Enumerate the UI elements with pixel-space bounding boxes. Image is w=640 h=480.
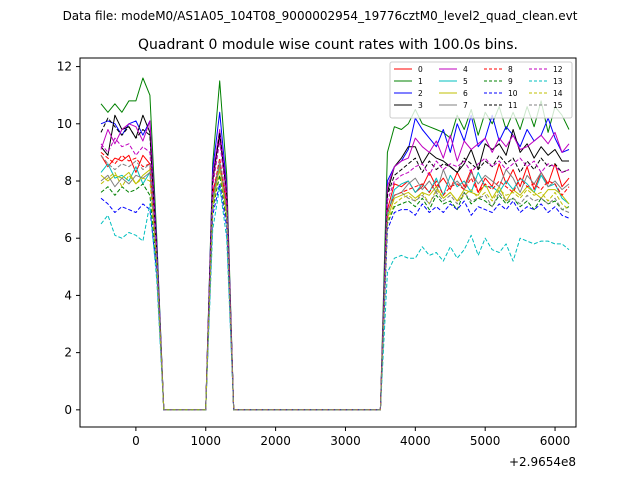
x-tick-label: 5000	[470, 434, 501, 448]
x-axis-offset-label: +2.9654e8	[509, 455, 576, 469]
series-line-12	[100, 137, 570, 411]
x-axis: 0 1000 2000 3000 4000 5000 6000	[132, 427, 570, 448]
series-line-7	[100, 163, 570, 411]
series-line-13	[100, 186, 570, 411]
y-axis: 0 2 4 6 8 10 12	[57, 60, 80, 417]
y-tick-label: 12	[57, 60, 72, 74]
series-line-11	[100, 117, 570, 411]
legend-label-11: 11	[508, 101, 518, 110]
legend-label-3: 3	[418, 101, 423, 110]
y-tick-label: 2	[64, 346, 72, 360]
y-tick-label: 4	[64, 288, 72, 302]
series-line-0	[100, 154, 570, 411]
series-line-15	[100, 154, 570, 411]
x-tick-label: 6000	[540, 434, 571, 448]
data-file-supertitle: Data file: modeM0/AS1A05_104T08_90000029…	[63, 9, 578, 23]
legend-label-14: 14	[553, 89, 563, 98]
y-tick-label: 8	[64, 174, 72, 188]
legend-label-5: 5	[463, 77, 468, 86]
legend-label-4: 4	[463, 65, 468, 74]
series-line-9	[100, 174, 570, 411]
legend-label-12: 12	[553, 65, 563, 74]
series-line-14	[100, 169, 570, 411]
legend-label-13: 13	[553, 77, 563, 86]
legend-label-2: 2	[418, 89, 423, 98]
legend-label-9: 9	[508, 77, 513, 86]
legend-label-7: 7	[463, 101, 468, 110]
x-tick-label: 2000	[260, 434, 291, 448]
series-line-4	[100, 120, 570, 411]
chart-title: Quadrant 0 module wise count rates with …	[138, 37, 518, 53]
legend-box	[389, 61, 573, 119]
x-tick-label: 3000	[330, 434, 361, 448]
legend-label-10: 10	[508, 89, 518, 98]
y-tick-label: 6	[64, 231, 72, 245]
y-tick-label: 10	[57, 117, 72, 131]
legend-label-15: 15	[553, 101, 563, 110]
series-line-10	[100, 183, 570, 411]
x-tick-label: 1000	[190, 434, 221, 448]
x-tick-label: 4000	[400, 434, 431, 448]
x-tick-label: 0	[132, 434, 140, 448]
legend-label-6: 6	[463, 89, 468, 98]
legend-label-1: 1	[418, 77, 423, 86]
plot-area-frame	[79, 57, 577, 428]
legend-label-8: 8	[508, 65, 513, 74]
y-tick-label: 0	[64, 403, 72, 417]
series-line-1	[100, 77, 570, 411]
legend-label-0: 0	[418, 65, 423, 74]
series-line-8	[100, 152, 570, 411]
series-layer	[100, 77, 570, 411]
